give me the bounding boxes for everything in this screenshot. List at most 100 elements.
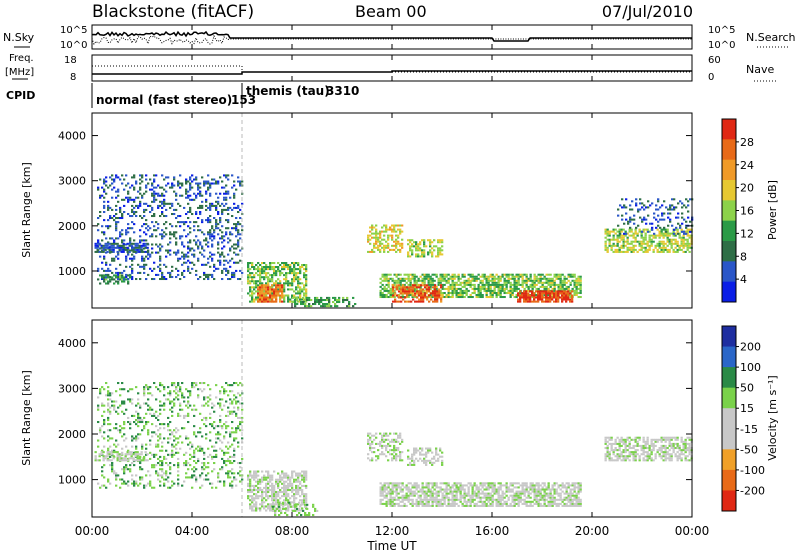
power-echo-cell	[145, 185, 147, 187]
velocity-echo-cell	[121, 479, 123, 481]
power-echo-cell	[391, 235, 393, 237]
power-echo-cell	[498, 280, 500, 282]
power-echo-cell	[117, 189, 119, 191]
velocity-echo-cell	[107, 419, 109, 421]
power-echo-cell	[279, 299, 281, 301]
power-echo-cell	[386, 274, 388, 276]
velocity-echo-cell	[203, 382, 205, 384]
power-echo-cell	[613, 235, 615, 237]
power-echo-cell	[129, 197, 131, 199]
power-echo-cell	[464, 284, 466, 286]
power-echo-cell	[133, 207, 135, 209]
power-echo-cell	[526, 284, 528, 286]
velocity-echo-cell	[233, 394, 235, 396]
power-echo-cell	[683, 243, 685, 245]
power-echo-cell	[439, 247, 441, 249]
velocity-echo-cell	[263, 487, 265, 489]
power-echo-cell	[631, 229, 633, 231]
velocity-echo-cell	[279, 481, 281, 483]
power-echo-cell	[399, 243, 401, 245]
power-echo-cell	[373, 227, 375, 229]
velocity-echo-cell	[159, 460, 161, 462]
power-echo-cell	[560, 282, 562, 284]
power-echo-cell	[189, 176, 191, 178]
velocity-echo-cell	[171, 415, 173, 417]
power-echo-cell	[434, 288, 436, 290]
velocity-echo-cell	[231, 481, 233, 483]
power-echo-cell	[641, 233, 643, 235]
power-echo-cell	[306, 297, 308, 299]
power-echo-cell	[659, 227, 661, 229]
power-echo-cell	[113, 283, 115, 285]
power-echo-cell	[523, 295, 525, 297]
power-echo-cell	[567, 290, 569, 292]
velocity-echo-cell	[312, 504, 314, 506]
power-echo-cell	[129, 245, 131, 247]
power-echo-cell	[673, 239, 675, 241]
power-echo-cell	[263, 301, 265, 303]
power-echo-cell	[440, 280, 442, 282]
velocity-echo-cell	[207, 472, 209, 474]
power-echo-cell	[526, 280, 528, 282]
power-echo-cell	[99, 197, 101, 199]
power-echo-cell	[303, 295, 305, 297]
power-echo-cell	[412, 274, 414, 276]
power-echo-cell	[550, 278, 552, 280]
power-echo-cell	[133, 213, 135, 215]
velocity-echo-cell	[297, 479, 299, 481]
power-echo-cell	[277, 282, 279, 284]
velocity-echo-cell	[103, 457, 105, 459]
velocity-echo-cell	[287, 489, 289, 491]
power-echo-cell	[187, 268, 189, 270]
velocity-echo-cell	[103, 485, 105, 487]
power-echo-cell	[683, 233, 685, 235]
power-echo-cell	[171, 185, 173, 187]
power-echo-cell	[456, 282, 458, 284]
power-echo-cell	[631, 251, 633, 253]
power-echo-cell	[615, 233, 617, 235]
power-echo-cell	[521, 295, 523, 297]
velocity-echo-cell	[175, 427, 177, 429]
velocity-echo-cell	[247, 477, 249, 479]
power-echo-cell	[490, 292, 492, 294]
power-echo-cell	[221, 272, 223, 274]
velocity-echo-cell	[290, 506, 292, 508]
power-echo-cell	[123, 243, 125, 245]
power-echo-cell	[207, 241, 209, 243]
power-echo-cell	[651, 235, 653, 237]
velocity-echo-cell	[295, 485, 297, 487]
velocity-echo-cell	[255, 505, 257, 507]
power-echo-cell	[429, 245, 431, 247]
power-echo-cell	[259, 268, 261, 270]
velocity-echo-cell	[239, 466, 241, 468]
power-echo-cell	[175, 237, 177, 239]
power-echo-cell	[613, 231, 615, 233]
velocity-echo-cell	[191, 476, 193, 478]
power-echo-cell	[153, 229, 155, 231]
power-echo-cell	[231, 209, 233, 211]
velocity-echo-cell	[267, 495, 269, 497]
velocity-echo-cell	[231, 462, 233, 464]
power-echo-cell	[119, 272, 121, 274]
power-echo-cell	[504, 290, 506, 292]
power-echo-cell	[462, 276, 464, 278]
power-echo-cell	[466, 282, 468, 284]
power-echo-cell	[613, 245, 615, 247]
power-echo-cell	[105, 262, 107, 264]
velocity-echo-cell	[229, 485, 231, 487]
power-echo-cell	[153, 268, 155, 270]
velocity-echo-cell	[131, 453, 133, 455]
power-echo-cell	[387, 245, 389, 247]
velocity-echo-cell	[185, 405, 187, 407]
velocity-echo-cell	[103, 388, 105, 390]
power-echo-cell	[209, 215, 211, 217]
velocity-echo-cell	[187, 413, 189, 415]
power-echo-cell	[546, 278, 548, 280]
power-echo-cell	[410, 278, 412, 280]
power-echo-cell	[476, 288, 478, 290]
power-echo-cell	[303, 284, 305, 286]
power-echo-cell	[257, 297, 259, 299]
power-echo-cell	[490, 290, 492, 292]
velocity-echo-cell	[201, 435, 203, 437]
power-echo-cell	[663, 200, 665, 202]
